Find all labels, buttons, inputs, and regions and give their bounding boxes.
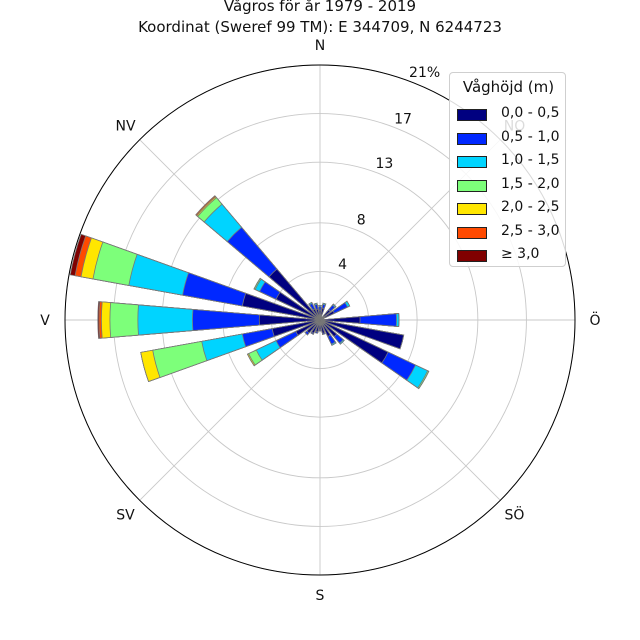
direction-label: NV (115, 119, 135, 135)
rose-wedge (319, 319, 389, 364)
legend-swatch (457, 132, 487, 145)
spoke-gridline (319, 319, 501, 501)
legend-label: 0,5 - 1,0 (501, 128, 560, 145)
rose-wedge (311, 319, 321, 334)
direction-label: SÖ (505, 506, 525, 524)
rose-wedge (319, 319, 326, 334)
rose-wedge (271, 319, 321, 337)
legend-label: ≥ 3,0 (501, 246, 540, 262)
radial-tick-label: 17 (394, 111, 412, 127)
legend-swatch (457, 109, 487, 121)
rose-wedge (258, 314, 321, 326)
legend-swatch (457, 226, 487, 239)
rose-wedge (319, 319, 338, 338)
direction-label: N (315, 38, 325, 54)
direction-label: SV (116, 508, 135, 524)
outer-circle (64, 64, 576, 576)
chart-title: Vågros för år 1979 - 2019 (223, 0, 417, 15)
rose-wedge (319, 319, 331, 338)
chart-subtitle: Koordinat (Sweref 99 TM): E 344709, N 62… (138, 18, 502, 36)
radial-tick-label: 4 (338, 257, 347, 273)
rose-wedge (315, 308, 321, 321)
rose-wedge (319, 316, 361, 324)
rose-wedge (318, 309, 322, 321)
rose-wedge (241, 292, 321, 321)
legend-label: 1,0 - 1,5 (501, 152, 560, 168)
rose-wedge (268, 268, 321, 321)
legend-swatch (457, 250, 487, 262)
rose-wedge (319, 310, 335, 321)
legend-label: 0,0 - 0,5 (501, 105, 560, 121)
spoke-gridline (139, 319, 321, 501)
legend-label: 2,0 - 2,5 (501, 199, 560, 215)
radial-tick-label: 21% (409, 65, 440, 81)
legend-swatch (457, 179, 487, 192)
rose-wedge (306, 319, 321, 334)
radial-tick-label: 8 (357, 212, 366, 228)
direction-label: Ö (589, 311, 600, 329)
rose-wedge (312, 308, 321, 321)
rose-wedge (295, 319, 321, 336)
legend-label: 1,5 - 2,0 (501, 175, 560, 192)
rose-wedge (318, 319, 322, 331)
rose-wedge (275, 291, 321, 321)
legend-swatch (457, 156, 487, 168)
legend-label: 2,5 - 3,0 (501, 222, 560, 239)
rose-wedge (319, 319, 405, 350)
radial-tick-label: 13 (375, 156, 393, 172)
legend: Våghöjd (m) 0,0 - 0,5 0,5 - 1,0 1,0 - 1,5 1… (449, 72, 566, 267)
rose-wedge (192, 309, 321, 331)
legend-swatch (457, 203, 487, 215)
direction-label: S (316, 588, 325, 604)
legend-title: Våghöjd (m) (462, 78, 555, 96)
rose-wedge (319, 309, 331, 321)
rose-wedge (319, 307, 325, 321)
direction-label: V (40, 313, 50, 329)
